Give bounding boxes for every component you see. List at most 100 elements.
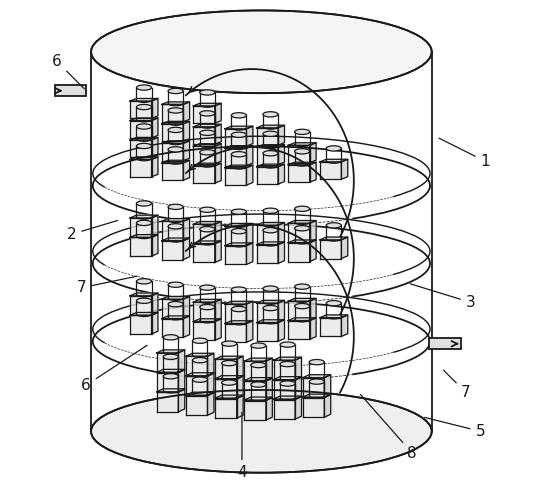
Ellipse shape	[136, 279, 152, 284]
Polygon shape	[310, 221, 316, 242]
Polygon shape	[257, 300, 284, 303]
Polygon shape	[183, 296, 189, 318]
Polygon shape	[215, 124, 221, 144]
Ellipse shape	[221, 361, 237, 366]
Polygon shape	[193, 222, 221, 224]
Polygon shape	[288, 162, 316, 165]
Polygon shape	[246, 321, 253, 342]
Polygon shape	[341, 159, 348, 179]
Text: 7: 7	[443, 370, 471, 400]
Polygon shape	[225, 226, 246, 245]
Polygon shape	[157, 372, 178, 392]
Polygon shape	[193, 106, 215, 123]
Polygon shape	[288, 142, 316, 145]
Polygon shape	[225, 304, 246, 323]
Polygon shape	[152, 312, 158, 334]
Ellipse shape	[326, 223, 341, 228]
Ellipse shape	[280, 381, 295, 386]
Polygon shape	[162, 104, 183, 122]
Polygon shape	[162, 122, 189, 124]
Polygon shape	[320, 237, 348, 240]
Ellipse shape	[168, 282, 183, 287]
Polygon shape	[288, 240, 316, 243]
Ellipse shape	[91, 10, 432, 93]
Ellipse shape	[200, 305, 215, 310]
Polygon shape	[162, 143, 183, 161]
Polygon shape	[162, 241, 183, 260]
Polygon shape	[266, 397, 272, 420]
Polygon shape	[130, 296, 152, 315]
Polygon shape	[225, 145, 253, 148]
Polygon shape	[186, 392, 214, 395]
Polygon shape	[310, 298, 316, 320]
Polygon shape	[245, 378, 272, 381]
Polygon shape	[245, 381, 266, 401]
Polygon shape	[225, 148, 246, 165]
Polygon shape	[193, 146, 215, 163]
Ellipse shape	[200, 285, 215, 290]
Ellipse shape	[193, 338, 208, 344]
Polygon shape	[193, 322, 215, 340]
Polygon shape	[157, 353, 178, 373]
Polygon shape	[152, 118, 158, 138]
Ellipse shape	[200, 226, 215, 232]
Ellipse shape	[251, 382, 266, 387]
Polygon shape	[257, 125, 284, 128]
Polygon shape	[288, 318, 316, 321]
Polygon shape	[162, 299, 183, 318]
Ellipse shape	[280, 342, 295, 347]
Ellipse shape	[168, 224, 183, 229]
Ellipse shape	[163, 354, 178, 360]
Polygon shape	[186, 373, 214, 376]
Polygon shape	[130, 140, 152, 158]
Polygon shape	[215, 356, 243, 359]
Polygon shape	[257, 144, 284, 147]
Polygon shape	[152, 215, 158, 237]
Polygon shape	[193, 302, 215, 321]
Polygon shape	[278, 164, 284, 184]
Polygon shape	[183, 102, 189, 122]
Polygon shape	[130, 312, 158, 315]
Polygon shape	[215, 376, 243, 379]
Polygon shape	[341, 237, 348, 259]
Ellipse shape	[193, 358, 208, 363]
Ellipse shape	[168, 204, 183, 209]
Ellipse shape	[136, 124, 152, 129]
Polygon shape	[215, 299, 221, 321]
Polygon shape	[215, 222, 221, 243]
Text: 6: 6	[52, 54, 84, 89]
Polygon shape	[130, 160, 152, 177]
Polygon shape	[215, 398, 237, 418]
Polygon shape	[274, 377, 301, 380]
Ellipse shape	[168, 108, 183, 113]
Polygon shape	[288, 224, 310, 242]
Polygon shape	[302, 375, 331, 378]
Ellipse shape	[221, 380, 237, 385]
Polygon shape	[310, 318, 316, 339]
Polygon shape	[237, 356, 243, 379]
Polygon shape	[274, 380, 295, 400]
Polygon shape	[162, 238, 189, 241]
Polygon shape	[274, 357, 301, 360]
Polygon shape	[130, 121, 152, 138]
Polygon shape	[257, 244, 278, 264]
Polygon shape	[130, 215, 158, 218]
Polygon shape	[152, 157, 158, 177]
Polygon shape	[237, 395, 243, 418]
Polygon shape	[215, 379, 237, 399]
Polygon shape	[193, 127, 215, 144]
Text: 2: 2	[67, 221, 118, 242]
Polygon shape	[162, 160, 189, 163]
Polygon shape	[257, 320, 284, 323]
Polygon shape	[225, 301, 253, 304]
Polygon shape	[295, 377, 301, 400]
Polygon shape	[245, 397, 272, 400]
Ellipse shape	[295, 304, 310, 309]
Text: 3: 3	[410, 284, 475, 310]
Polygon shape	[162, 316, 189, 319]
Polygon shape	[183, 238, 189, 260]
Ellipse shape	[251, 363, 266, 367]
Ellipse shape	[231, 287, 246, 292]
Polygon shape	[162, 222, 183, 240]
Polygon shape	[215, 103, 221, 123]
